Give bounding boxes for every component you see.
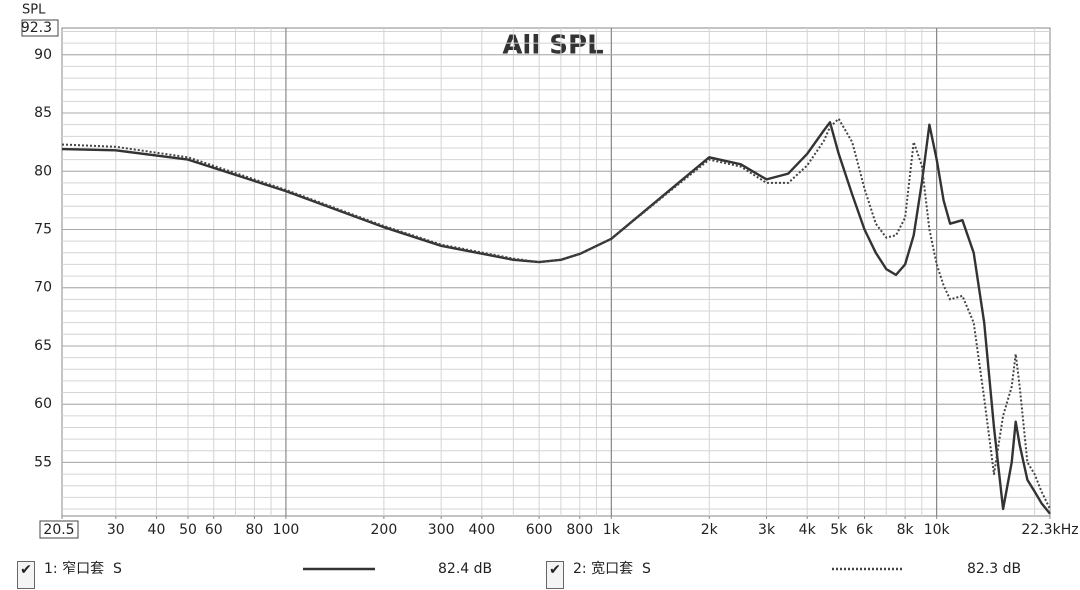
x-tick-label: 50 [179, 522, 197, 538]
limit-box [21, 19, 59, 37]
checkbox[interactable]: ✔ [17, 561, 35, 589]
legend-swatch [303, 567, 375, 571]
x-tick-label: 60 [205, 522, 223, 538]
y-tick-label: 75 [34, 221, 52, 237]
x-tick-label: 80 [245, 522, 263, 538]
series-line [61, 117, 1051, 510]
grid [62, 28, 1050, 516]
legend: ✔ 1: 窄口套 S 82.4 dB ✔ 2: 宽口套 S 82.3 dB [0, 556, 1080, 589]
legend-level: 82.3 dB [967, 561, 1022, 577]
checkbox[interactable]: ✔ [546, 561, 564, 589]
x-tick-label: 40 [148, 522, 166, 538]
x-tick-label: 600 [526, 522, 553, 538]
y-tick-label: 92.3 [21, 20, 52, 36]
y-tick-label: 55 [34, 454, 52, 470]
y-tick-label: 60 [34, 396, 52, 412]
x-tick-label: 1k [603, 522, 621, 538]
legend-label: 1: 窄口套 S [44, 561, 122, 577]
x-tick-label: 400 [468, 522, 495, 538]
y-tick-label: 85 [34, 105, 52, 121]
chart-title: All SPL [502, 31, 603, 61]
x-tick-label: 6k [856, 522, 874, 538]
x-tick-label: 300 [428, 522, 455, 538]
x-tick-label: 200 [371, 522, 398, 538]
legend-swatch [832, 567, 904, 571]
x-tick-label: 100 [273, 522, 300, 538]
y-tick-label: 65 [34, 338, 52, 354]
x-tick-label: 4k [799, 522, 817, 538]
x-tick-label: 30 [107, 522, 125, 538]
x-tick-label: 3k [758, 522, 776, 538]
y-tick-label: 80 [34, 163, 52, 179]
x-tick-label: 2k [701, 522, 719, 538]
legend-label: 2: 宽口套 S [573, 561, 651, 577]
x-tick-label: 20.5 [43, 522, 74, 538]
limit-box [39, 520, 79, 539]
y-tick-label: 70 [34, 280, 52, 296]
x-tick-label: 10k [924, 522, 951, 538]
x-tick-label: 800 [566, 522, 593, 538]
y-tick-label: 90 [34, 47, 52, 63]
x-tick-label: 5k [830, 522, 848, 538]
chart: All SPL SPL 55 60 65 70 75 80 85 90 92.3 20.5 30 40… [21, 3, 1079, 539]
plot-area [61, 27, 1051, 517]
legend-level: 82.4 dB [438, 561, 493, 577]
y-axis-label: SPL [22, 3, 46, 18]
x-tick-label: 22.3kHz [1021, 522, 1078, 538]
x-tick-label: 8k [897, 522, 915, 538]
